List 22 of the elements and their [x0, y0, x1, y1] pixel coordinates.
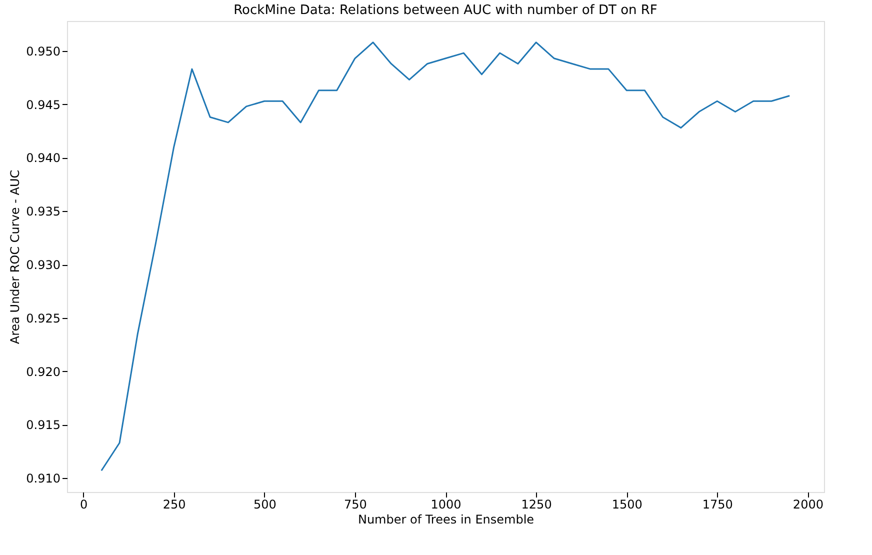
x-tick-label: 1250	[521, 498, 552, 512]
x-tick-label: 1750	[702, 498, 733, 512]
y-tick-label: 0.915	[26, 418, 60, 432]
x-tick-label: 0	[80, 498, 88, 512]
x-tick-label: 1500	[612, 498, 642, 512]
x-tick-label: 750	[344, 498, 367, 512]
y-tick-label: 0.930	[26, 258, 60, 272]
x-axis-title: Number of Trees in Ensemble	[358, 512, 534, 526]
x-tick-label: 500	[253, 498, 276, 512]
y-axis-title: Area Under ROC Curve - AUC	[8, 170, 22, 344]
y-tick-label: 0.925	[26, 311, 60, 326]
x-tick-label: 2000	[792, 498, 824, 512]
line-series	[100, 42, 790, 472]
x-tick-label: 1000	[430, 498, 462, 512]
y-tick-label: 0.945	[26, 98, 60, 112]
y-tick-label: 0.950	[26, 44, 60, 58]
y-tick-label: 0.910	[26, 472, 60, 486]
y-tick-label: 0.935	[26, 204, 60, 219]
x-tick-label: 250	[162, 498, 186, 512]
chart-title: RockMine Data: Relations between AUC with number of DT on RF	[234, 3, 658, 18]
y-tick-label: 0.940	[26, 151, 60, 166]
y-tick-label: 0.920	[26, 364, 60, 379]
